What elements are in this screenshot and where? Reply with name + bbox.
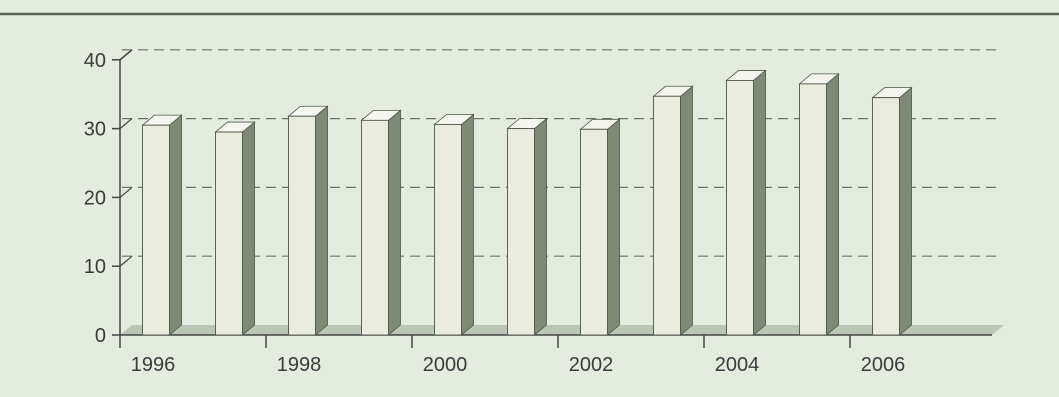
bar-front — [142, 124, 170, 336]
chart-floor — [120, 325, 1004, 335]
bar-front — [653, 95, 681, 336]
bar-front — [799, 83, 827, 336]
bar — [725, 69, 767, 336]
bar — [871, 86, 913, 336]
bar-side — [753, 69, 766, 336]
bar-front — [580, 128, 608, 336]
x-tick-label: 2002 — [569, 354, 614, 376]
bar — [360, 109, 402, 336]
y-tick-label: 0 — [95, 325, 106, 347]
y-tick-label: 40 — [84, 50, 106, 72]
y-tick-label: 30 — [84, 119, 106, 141]
bar-side — [534, 117, 547, 336]
bar-front — [434, 124, 462, 336]
bar-front — [361, 119, 389, 336]
x-tick-label: 2000 — [423, 354, 468, 376]
bar-side — [826, 73, 839, 336]
bar-side — [388, 109, 401, 336]
bar — [579, 118, 621, 336]
gridline-slant — [119, 255, 133, 267]
bar — [652, 85, 694, 336]
bar — [506, 117, 548, 336]
gridline-slant — [119, 49, 133, 61]
bar-side — [607, 118, 620, 336]
bar — [141, 114, 183, 336]
bar — [433, 113, 475, 336]
x-tick-label: 1998 — [277, 354, 322, 376]
bar-front — [215, 131, 243, 336]
bar-front — [288, 115, 316, 336]
bar-front — [726, 79, 754, 336]
gridline-slant — [119, 118, 133, 130]
y-tick-label: 20 — [84, 187, 106, 209]
bars — [141, 69, 913, 336]
bar-side — [461, 113, 474, 336]
y-axis-ticks: 0 10 20 30 40 — [84, 50, 120, 347]
bar-side — [315, 105, 328, 336]
bar-side — [680, 85, 693, 336]
x-tick-label: 1996 — [131, 354, 176, 376]
y-tick-label: 10 — [84, 256, 106, 278]
x-tick-label: 2006 — [861, 354, 906, 376]
gridline-slant — [119, 186, 133, 198]
bar-front — [872, 97, 900, 336]
bar — [798, 73, 840, 336]
bar-front — [507, 128, 535, 336]
x-tick-label: 2004 — [715, 354, 760, 376]
gridlines — [119, 49, 1002, 267]
bar-side — [242, 121, 255, 336]
bar-side — [899, 86, 912, 336]
bar-side — [169, 114, 182, 336]
bar — [214, 121, 256, 336]
bar — [287, 105, 329, 336]
x-axis-ticks: 1996 1998 2000 2002 2004 2006 — [119, 335, 906, 376]
